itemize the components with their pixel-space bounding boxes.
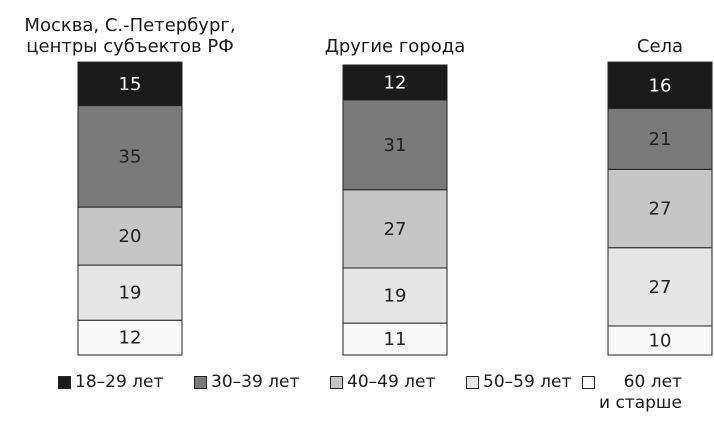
legend-swatch (58, 376, 71, 389)
legend-item: 40–49 лет (330, 372, 435, 393)
legend-label: 60 лет и старше (599, 372, 682, 413)
value-label: 10 (649, 331, 672, 352)
value-label: 21 (649, 129, 672, 150)
bar-segment (342, 99, 448, 191)
legend-item: 18–29 лет (58, 372, 163, 393)
legend-label: 50–59 лет (483, 372, 572, 392)
bar-segment (77, 105, 183, 208)
legend-label: 18–29 лет (75, 372, 164, 392)
bar-segment (607, 61, 713, 109)
bar-segment (342, 267, 448, 324)
legend-swatch (582, 376, 595, 389)
bar-segment (607, 168, 713, 249)
bar-segment (342, 322, 448, 356)
bar-segment (607, 247, 713, 327)
legend-item: 50–59 лет (466, 372, 571, 393)
value-label: 16 (649, 75, 672, 96)
legend-swatch (330, 376, 343, 389)
legend-label: 30–39 лет (211, 372, 300, 392)
bar-segment (77, 264, 183, 321)
legend-label: 40–49 лет (347, 372, 436, 392)
value-label: 27 (384, 219, 407, 240)
value-label: 15 (119, 74, 142, 95)
bar-segment (342, 189, 448, 269)
bar-segment (342, 64, 448, 101)
value-label: 27 (649, 199, 672, 220)
legend-item: 60 лет и старше (582, 372, 682, 414)
legend-swatch (194, 376, 207, 389)
value-label: 19 (384, 286, 407, 307)
value-label: 20 (119, 226, 142, 247)
legend-swatch (466, 376, 479, 389)
value-label: 31 (384, 135, 407, 156)
bar-segment (77, 61, 183, 107)
column-title: Села (636, 36, 684, 57)
value-label: 12 (384, 72, 407, 93)
column-title: Москва, С.-Петербург, центры субъектов Р… (24, 15, 236, 57)
value-label: 35 (119, 146, 142, 167)
value-label: 12 (119, 328, 142, 349)
value-label: 27 (649, 277, 672, 298)
value-label: 11 (384, 329, 407, 350)
column-title: Другие города (324, 36, 466, 57)
value-label: 19 (119, 283, 142, 304)
legend-item: 30–39 лет (194, 372, 299, 393)
bar-segment (77, 319, 183, 356)
bar-segment (607, 325, 713, 356)
